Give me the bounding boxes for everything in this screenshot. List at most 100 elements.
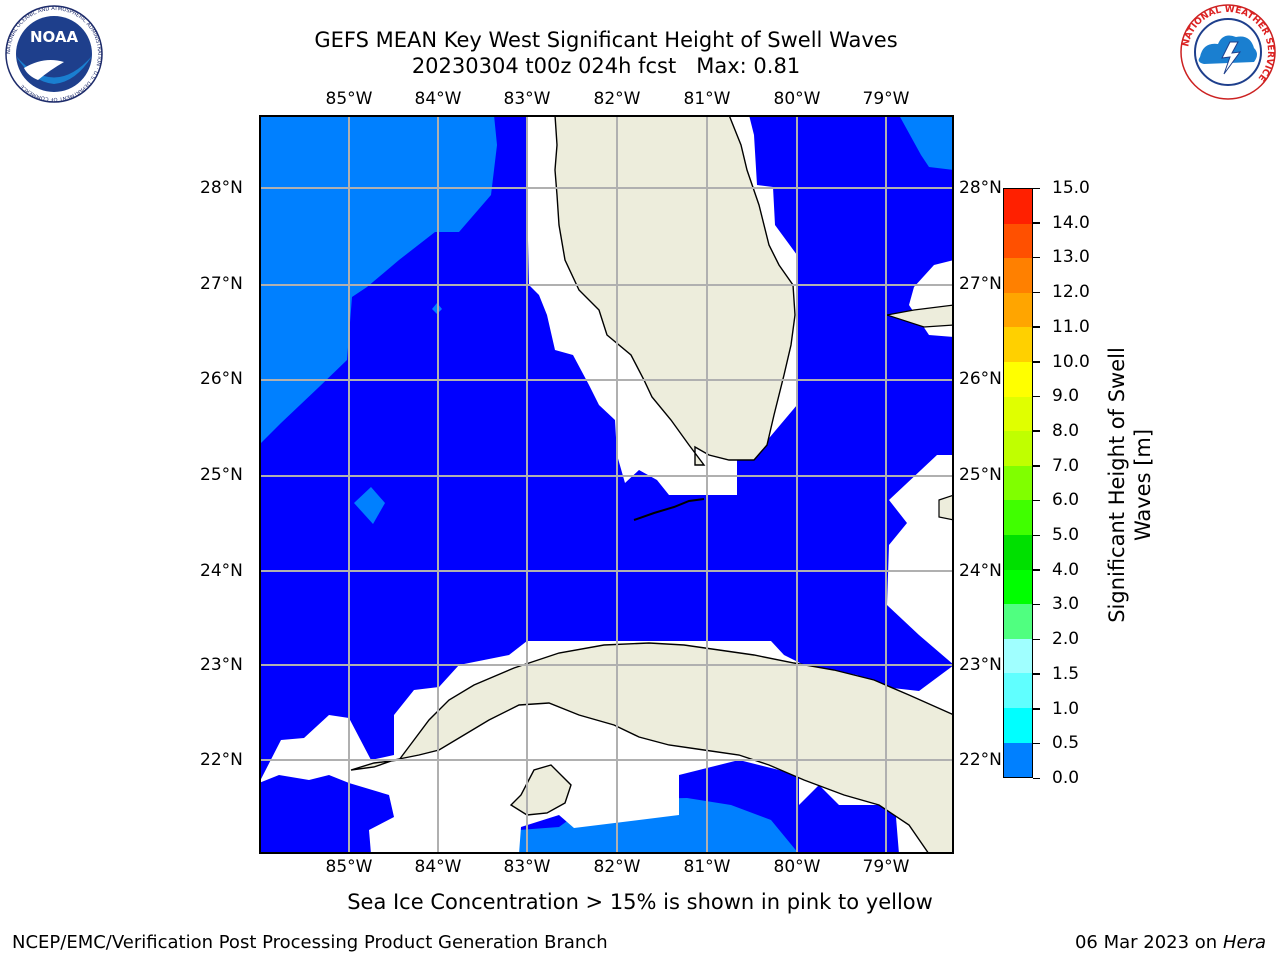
colorbar-tick-label: 14.0	[1052, 212, 1090, 233]
land-bahamas-islet	[938, 494, 954, 521]
colorbar-tick-label: 3.0	[1052, 594, 1080, 615]
colorbar-band	[1004, 292, 1032, 328]
colorbar	[1003, 188, 1033, 778]
colorbar-band	[1004, 742, 1032, 778]
lon-label-bottom-2: 83°W	[503, 857, 551, 877]
colorbar-tick-mark	[1033, 361, 1040, 363]
lat-label-left-6: 22°N	[200, 750, 243, 770]
colorbar-tick-mark	[1033, 673, 1040, 675]
colorbar-tick-label: 0.0	[1052, 768, 1080, 788]
lat-label-right-0: 28°N	[959, 178, 1002, 198]
colorbar-tick-label: 1.5	[1052, 663, 1080, 684]
lon-label-bottom-6: 79°W	[862, 857, 910, 877]
colorbar-tick-label: 5.0	[1052, 525, 1080, 546]
colorbar-tick-mark	[1033, 534, 1040, 537]
lon-label-bottom-1: 84°W	[414, 857, 462, 877]
land-cuba	[350, 642, 954, 854]
colorbar-tick-mark	[1033, 569, 1040, 571]
lon-label-top-3: 82°W	[593, 89, 641, 109]
colorbar-band	[1004, 500, 1032, 535]
lat-label-right-4: 24°N	[959, 561, 1002, 581]
lon-label-top-5: 80°W	[773, 89, 821, 109]
lat-label-right-1: 27°N	[959, 274, 1002, 294]
colorbar-band	[1004, 707, 1032, 743]
lon-label-top-4: 81°W	[683, 89, 731, 109]
colorbar-tick-mark	[1033, 256, 1040, 259]
lon-label-top-0: 85°W	[325, 89, 373, 109]
colorbar-band	[1004, 396, 1032, 432]
lat-label-right-3: 25°N	[959, 465, 1002, 485]
colorbar-band	[1004, 327, 1032, 362]
chart-subtitle: 20230304 t00z 024h fcst Max: 0.81	[0, 54, 1212, 79]
colorbar-band	[1004, 569, 1032, 605]
colorbar-band	[1004, 431, 1032, 466]
lat-label-left-2: 26°N	[200, 369, 243, 389]
colorbar-tick-label: 12.0	[1052, 282, 1090, 303]
footer-branch: NCEP/EMC/Verification Post Processing Pr…	[12, 932, 608, 953]
lon-label-bottom-3: 82°W	[593, 857, 641, 877]
sea-ice-note: Sea Ice Concentration > 15% is shown in …	[347, 890, 933, 914]
colorbar-tick-mark	[1033, 395, 1040, 398]
colorbar-tick-label: 8.0	[1052, 420, 1080, 441]
nodata-bahamas-east	[887, 455, 954, 665]
nws-logo-icon: NATIONAL WEATHER SERVICE	[1180, 4, 1276, 100]
lat-label-left-4: 24°N	[200, 561, 243, 581]
chart-title: GEFS MEAN Key West Significant Height of…	[0, 28, 1212, 53]
map-gridlines	[259, 115, 954, 854]
colorbar-tick-label: 4.0	[1052, 559, 1080, 580]
colorbar-band	[1004, 189, 1032, 224]
title-line2: 20230304 t00z 024h fcst	[411, 54, 677, 78]
colorbar-tick-label: 11.0	[1052, 316, 1090, 337]
map-frame	[259, 115, 954, 854]
title-line1: GEFS MEAN Key West Significant Height of…	[314, 28, 898, 52]
colorbar-tick-label: 0.5	[1052, 733, 1080, 754]
lat-label-left-0: 28°N	[200, 178, 243, 198]
colorbar-label-line1: Significant Height of Swell	[1105, 347, 1129, 623]
colorbar-band	[1004, 638, 1032, 674]
swell-patch-diamond	[354, 487, 385, 524]
colorbar-tick-label: 9.0	[1052, 386, 1080, 407]
colorbar-tick-label: 6.0	[1052, 490, 1080, 511]
colorbar-band	[1004, 258, 1032, 293]
lat-label-right-6: 22°N	[959, 750, 1002, 770]
colorbar-tick-label: 2.0	[1052, 629, 1080, 650]
colorbar-tick-label: 15.0	[1052, 178, 1090, 198]
colorbar-band	[1004, 534, 1032, 570]
colorbar-tick-label: 7.0	[1052, 455, 1080, 476]
lon-label-bottom-5: 80°W	[773, 857, 821, 877]
colorbar-tick-mark	[1033, 326, 1040, 328]
map-panel	[259, 115, 954, 854]
colorbar-ticks: 15.0 14.0 13.0 12.0 11.0 10.0 9.0 8.0 7.0 6.0 5.0 4…	[1033, 178, 1113, 788]
lat-label-left-5: 23°N	[200, 655, 243, 675]
colorbar-tick-mark	[1033, 742, 1040, 745]
lat-label-right-2: 26°N	[959, 369, 1002, 389]
land-florida-keys	[633, 498, 705, 521]
colorbar-tick-mark	[1033, 708, 1040, 710]
colorbar-band	[1004, 604, 1032, 639]
noaa-logo-icon: NOAA NATIONAL OCEANIC AND ATMOSPHERIC AD…	[5, 5, 103, 103]
colorbar-tick-mark	[1033, 465, 1040, 467]
lon-label-bottom-4: 81°W	[683, 857, 731, 877]
colorbar-tick-label: 10.0	[1052, 351, 1090, 372]
lat-label-left-3: 25°N	[200, 465, 243, 485]
colorbar-label-line2: Waves [m]	[1131, 428, 1155, 542]
nodata-cuba-channel	[504, 735, 526, 760]
land-florida	[554, 115, 796, 466]
title-max: Max: 0.81	[696, 54, 801, 78]
lon-label-bottom-0: 85°W	[325, 857, 373, 877]
colorbar-band	[1004, 673, 1032, 708]
footer-date: 06 Mar 2023 on	[1074, 932, 1218, 953]
noaa-logo-text: NOAA	[30, 28, 79, 46]
colorbar-band	[1004, 223, 1032, 259]
swell-region-northeast	[899, 115, 954, 170]
colorbar-tick-mark	[1033, 222, 1040, 224]
footer-host: Hera	[1222, 932, 1266, 953]
lon-label-top-1: 84°W	[414, 89, 462, 109]
colorbar-band	[1004, 361, 1032, 397]
colorbar-tick-label: 13.0	[1052, 247, 1090, 268]
colorbar-band	[1004, 465, 1032, 501]
lon-label-top-2: 83°W	[503, 89, 551, 109]
lat-label-right-5: 23°N	[959, 655, 1002, 675]
colorbar-tick-mark	[1033, 777, 1040, 779]
lon-label-top-6: 79°W	[862, 89, 910, 109]
